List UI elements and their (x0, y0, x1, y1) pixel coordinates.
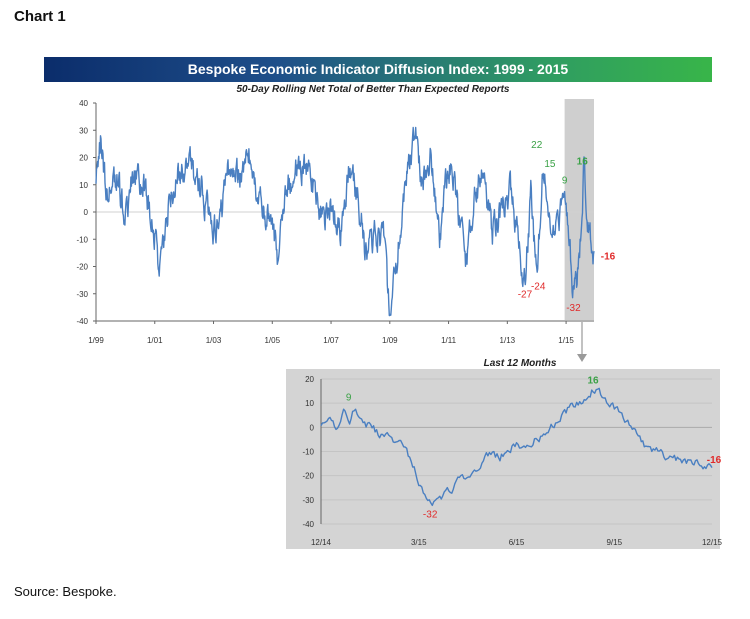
zoom-arrow-head (577, 354, 587, 362)
inset-y-tick-label: -40 (302, 520, 314, 529)
inset-y-tick-label: -10 (302, 448, 314, 457)
inset-annotation-label: 16 (588, 376, 600, 387)
main-x-tick-label: 1/13 (500, 336, 516, 345)
main-x-tick-label: 1/99 (88, 336, 104, 345)
inset-y-tick-label: 20 (305, 375, 314, 384)
chart-heading: Chart 1 (14, 8, 66, 25)
inset-annotation-label: -32 (423, 510, 438, 521)
inset-chart-background (286, 369, 720, 549)
main-annotation-label: 9 (562, 175, 568, 186)
main-y-tick-label: 20 (79, 154, 88, 163)
main-x-tick-label: 1/07 (323, 336, 339, 345)
inset-y-tick-label: -30 (302, 496, 314, 505)
main-x-tick-label: 1/09 (382, 336, 398, 345)
inset-annotation-label: 9 (346, 393, 352, 404)
main-y-tick-label: -30 (76, 290, 88, 299)
main-series-line (95, 126, 595, 317)
main-annotation-label: -24 (531, 281, 546, 292)
inset-y-tick-label: 0 (310, 423, 315, 432)
main-annotation-label: -32 (566, 303, 581, 314)
main-y-tick-label: 30 (79, 126, 88, 135)
last-12-months-highlight (564, 99, 594, 320)
inset-y-tick-label: 10 (305, 399, 314, 408)
main-annotation-label: 16 (577, 156, 589, 167)
main-x-tick-label: 1/03 (206, 336, 222, 345)
inset-chart-title: Last 12 Months (484, 358, 557, 369)
main-x-tick-label: 1/05 (264, 336, 280, 345)
inset-annotation-label: -16 (707, 455, 722, 466)
main-annotation-label: 22 (531, 140, 543, 151)
inset-series-line (320, 387, 713, 507)
inset-y-tick-label: -20 (302, 472, 314, 481)
main-y-tick-label: 10 (79, 181, 88, 190)
inset-x-tick-label: 12/14 (311, 538, 332, 547)
main-chart-subtitle: 50-Day Rolling Net Total of Better Than … (236, 84, 509, 95)
main-y-tick-label: -20 (76, 263, 88, 272)
main-y-tick-label: 40 (79, 99, 88, 108)
main-y-tick-label: -40 (76, 317, 88, 326)
source-note: Source: Bespoke. (14, 584, 117, 599)
main-y-tick-label: 0 (84, 208, 89, 217)
main-chart-title: Bespoke Economic Indicator Diffusion Ind… (187, 61, 569, 77)
main-annotation-label: -16 (601, 252, 616, 263)
inset-x-tick-label: 12/15 (702, 538, 723, 547)
inset-x-tick-label: 6/15 (509, 538, 525, 547)
inset-x-tick-label: 9/15 (606, 538, 622, 547)
main-annotation-label: -27 (518, 290, 533, 301)
main-x-tick-label: 1/01 (147, 336, 163, 345)
main-x-tick-label: 1/15 (558, 336, 574, 345)
main-chart-title-banner: Bespoke Economic Indicator Diffusion Ind… (44, 57, 712, 82)
main-x-tick-label: 1/11 (441, 336, 457, 345)
main-annotation-label: 15 (544, 159, 556, 170)
main-y-tick-label: -10 (76, 235, 88, 244)
inset-x-tick-label: 3/15 (411, 538, 427, 547)
